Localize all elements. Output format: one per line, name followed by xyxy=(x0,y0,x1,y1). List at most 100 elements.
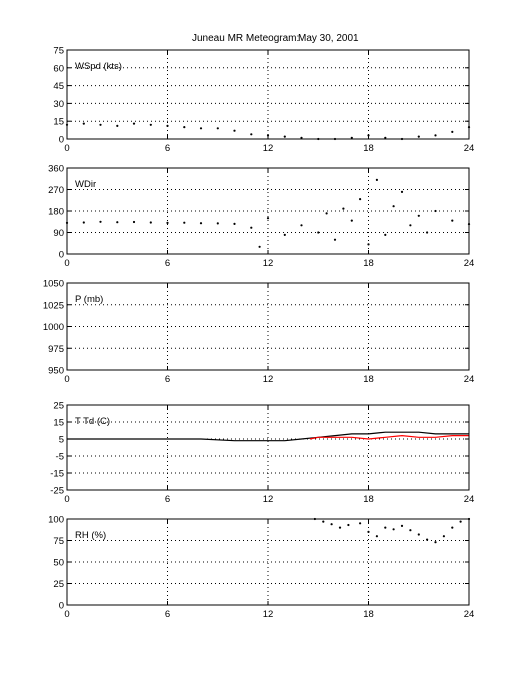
data-point xyxy=(132,122,136,125)
y-tick-label: -15 xyxy=(50,469,64,480)
data-point xyxy=(347,523,350,527)
x-tick-label: 18 xyxy=(363,258,374,269)
data-point xyxy=(216,127,219,130)
data-point xyxy=(199,222,203,225)
data-point xyxy=(300,136,303,139)
x-tick-label: 18 xyxy=(363,609,374,620)
data-point xyxy=(434,541,437,544)
x-tick-label: 24 xyxy=(464,494,475,505)
y-tick-label: 30 xyxy=(53,99,64,110)
y-tick-label: 0 xyxy=(59,135,64,146)
y-tick-label: 0 xyxy=(59,250,64,261)
data-point xyxy=(116,124,119,127)
x-tick-label: 6 xyxy=(165,258,170,269)
data-point xyxy=(216,222,219,225)
date-title: May 30, 2001 xyxy=(298,33,359,44)
data-point xyxy=(300,224,303,227)
x-tick-label: 0 xyxy=(64,494,69,505)
y-tick-label: 950 xyxy=(48,366,64,377)
panel-label: WSpd (kts) xyxy=(75,61,122,72)
data-point xyxy=(434,134,437,137)
data-point xyxy=(350,219,353,222)
y-tick-label: 60 xyxy=(53,63,64,74)
data-point xyxy=(132,220,136,224)
y-tick-label: -25 xyxy=(50,486,64,497)
x-tick-label: 18 xyxy=(363,374,374,385)
y-tick-label: 360 xyxy=(48,164,64,175)
x-tick-label: 12 xyxy=(263,374,274,385)
data-point xyxy=(392,528,395,531)
data-point xyxy=(400,524,404,528)
y-tick-label: 975 xyxy=(48,344,64,355)
data-point xyxy=(116,221,119,224)
y-tick-label: 1000 xyxy=(43,322,64,333)
data-point xyxy=(434,209,437,213)
x-tick-label: 18 xyxy=(363,143,374,154)
panel-label: T Td (C) xyxy=(75,416,110,427)
x-tick-label: 24 xyxy=(464,143,475,154)
figure-title: Juneau MR Meteogram: May 30, 2001 xyxy=(0,33,520,49)
data-point xyxy=(149,123,152,126)
data-point xyxy=(451,130,454,133)
data-point xyxy=(330,523,333,526)
data-point xyxy=(322,520,325,523)
panel-1: 0 6 12 18 24 0 15 30 45 60 75 WSpd (kts) xyxy=(53,46,474,155)
data-point xyxy=(233,222,236,225)
y-tick-label: 75 xyxy=(53,46,64,57)
panel-4: 0 6 12 18 24 -25 -15 -5 5 15 25 T Td (C) xyxy=(50,401,474,506)
y-tick-label: 180 xyxy=(48,207,64,218)
station-title: Juneau MR Meteogram: xyxy=(192,33,300,44)
data-point xyxy=(451,526,454,529)
data-point xyxy=(384,233,387,236)
y-tick-label: 270 xyxy=(48,185,64,196)
data-point xyxy=(350,136,353,139)
data-point xyxy=(266,217,270,220)
x-tick-label: 0 xyxy=(64,609,69,620)
data-point xyxy=(417,214,420,217)
y-tick-label: -5 xyxy=(56,452,64,463)
panel-label: P (mb) xyxy=(75,294,103,305)
data-point xyxy=(442,535,445,538)
y-tick-label: 45 xyxy=(53,81,64,92)
x-tick-label: 18 xyxy=(363,494,374,505)
data-point xyxy=(451,219,454,222)
panel-label: RH (%) xyxy=(75,530,106,541)
y-tick-label: 100 xyxy=(48,515,64,526)
y-tick-label: 1025 xyxy=(43,300,64,311)
data-point xyxy=(392,205,395,208)
data-point xyxy=(384,136,387,139)
data-point xyxy=(99,123,102,126)
data-point xyxy=(333,238,337,241)
x-tick-label: 12 xyxy=(263,143,274,154)
y-tick-label: 15 xyxy=(53,418,64,429)
data-point xyxy=(359,522,362,525)
y-tick-label: 1050 xyxy=(43,279,64,290)
x-tick-label: 24 xyxy=(464,374,475,385)
data-point xyxy=(426,538,429,541)
y-tick-label: 15 xyxy=(53,117,64,128)
data-point xyxy=(82,122,85,125)
x-tick-label: 6 xyxy=(165,494,170,505)
data-point xyxy=(166,221,169,224)
panel-label: WDir xyxy=(75,179,96,190)
data-point xyxy=(367,530,370,534)
y-tick-label: 75 xyxy=(53,536,64,547)
x-tick-label: 12 xyxy=(263,494,274,505)
panel-2: 0 6 12 18 24 0 90 180 270 360 WDir xyxy=(48,164,474,270)
data-point xyxy=(459,520,462,523)
y-tick-label: 25 xyxy=(53,579,64,590)
data-point xyxy=(283,135,286,138)
data-point xyxy=(317,231,320,234)
data-point xyxy=(258,245,261,248)
data-point xyxy=(426,231,429,234)
data-point xyxy=(384,526,387,529)
data-point xyxy=(409,224,412,227)
x-tick-label: 0 xyxy=(64,258,69,269)
data-point xyxy=(99,220,102,223)
data-point xyxy=(342,207,345,210)
data-point xyxy=(409,529,412,532)
x-tick-label: 6 xyxy=(165,143,170,154)
x-tick-label: 0 xyxy=(64,143,69,154)
x-tick-label: 24 xyxy=(464,609,475,620)
data-point xyxy=(359,198,362,201)
